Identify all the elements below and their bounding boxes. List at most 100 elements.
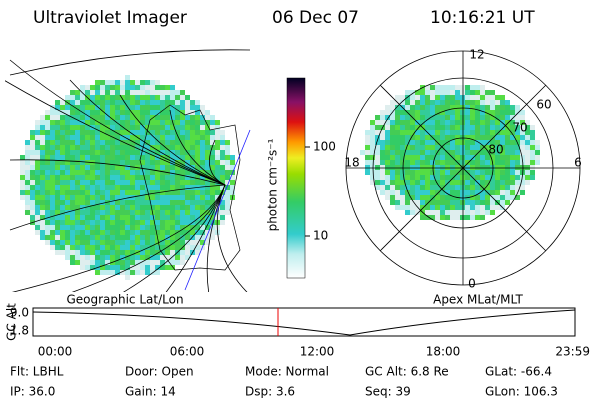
aurora-pixel — [35, 185, 40, 190]
aurora-pixel — [200, 130, 205, 135]
aurora-pixel — [435, 185, 440, 190]
aurora-pixel — [100, 205, 105, 210]
aurora-pixel — [395, 115, 400, 120]
aurora-pixel — [90, 120, 95, 125]
aurora-pixel — [130, 265, 135, 270]
aurora-pixel — [145, 125, 150, 130]
aurora-pixel — [480, 130, 485, 135]
aurora-pixel — [70, 100, 75, 105]
aurora-pixel — [160, 115, 165, 120]
aurora-pixel — [150, 165, 155, 170]
aurora-pixel — [370, 165, 375, 170]
aurora-pixel — [410, 195, 415, 200]
aurora-pixel — [515, 160, 520, 165]
aurora-pixel — [220, 165, 225, 170]
aurora-pixel — [465, 105, 470, 110]
aurora-pixel — [150, 130, 155, 135]
aurora-pixel — [500, 140, 505, 145]
aurora-pixel — [170, 85, 175, 90]
aurora-pixel — [510, 140, 515, 145]
aurora-pixel — [140, 90, 145, 95]
aurora-pixel — [380, 180, 385, 185]
aurora-pixel — [480, 160, 485, 165]
aurora-pixel — [65, 185, 70, 190]
aurora-pixel — [195, 145, 200, 150]
aurora-pixel — [45, 225, 50, 230]
aurora-pixel — [110, 155, 115, 160]
aurora-pixel — [55, 130, 60, 135]
aurora-pixel — [35, 120, 40, 125]
aurora-pixel — [75, 95, 80, 100]
aurora-pixel — [90, 95, 95, 100]
aurora-pixel — [400, 190, 405, 195]
aurora-pixel — [210, 155, 215, 160]
aurora-pixel — [135, 270, 140, 275]
aurora-pixel — [60, 115, 65, 120]
aurora-pixel — [425, 120, 430, 125]
aurora-pixel — [220, 200, 225, 205]
aurora-pixel — [215, 140, 220, 145]
aurora-pixel — [85, 170, 90, 175]
aurora-pixel — [160, 150, 165, 155]
aurora-pixel — [175, 105, 180, 110]
aurora-pixel — [175, 145, 180, 150]
aurora-pixel — [185, 95, 190, 100]
aurora-pixel — [190, 130, 195, 135]
aurora-pixel — [165, 220, 170, 225]
aurora-pixel — [385, 190, 390, 195]
aurora-pixel — [480, 215, 485, 220]
aurora-pixel — [435, 130, 440, 135]
aurora-pixel — [65, 170, 70, 175]
aurora-pixel — [100, 225, 105, 230]
aurora-pixel — [405, 180, 410, 185]
aurora-pixel — [50, 225, 55, 230]
aurora-pixel — [140, 140, 145, 145]
aurora-pixel — [485, 175, 490, 180]
colorbar-tick-label: 10 — [313, 229, 328, 243]
aurora-pixel — [490, 125, 495, 130]
aurora-pixel — [150, 205, 155, 210]
aurora-pixel — [25, 175, 30, 180]
aurora-pixel — [205, 225, 210, 230]
aurora-pixel — [425, 125, 430, 130]
aurora-pixel — [435, 175, 440, 180]
aurora-pixel — [55, 195, 60, 200]
aurora-pixel — [50, 125, 55, 130]
aurora-pixel — [380, 155, 385, 160]
aurora-pixel — [80, 180, 85, 185]
aurora-pixel — [445, 210, 450, 215]
aurora-pixel — [220, 185, 225, 190]
aurora-pixel — [210, 200, 215, 205]
aurora-pixel — [380, 165, 385, 170]
aurora-pixel — [160, 240, 165, 245]
aurora-pixel — [455, 190, 460, 195]
aurora-pixel — [170, 175, 175, 180]
aurora-pixel — [475, 120, 480, 125]
aurora-pixel — [425, 180, 430, 185]
aurora-pixel — [215, 170, 220, 175]
aurora-pixel — [515, 130, 520, 135]
aurora-pixel — [435, 160, 440, 165]
aurora-pixel — [230, 175, 235, 180]
aurora-pixel — [45, 200, 50, 205]
aurora-pixel — [465, 155, 470, 160]
aurora-pixel — [25, 170, 30, 175]
aurora-pixel — [65, 240, 70, 245]
aurora-pixel — [145, 195, 150, 200]
aurora-pixel — [410, 150, 415, 155]
aurora-pixel — [145, 230, 150, 235]
aurora-pixel — [510, 190, 515, 195]
aurora-pixel — [85, 105, 90, 110]
aurora-pixel — [435, 195, 440, 200]
aurora-pixel — [35, 145, 40, 150]
aurora-pixel — [40, 170, 45, 175]
aurora-pixel — [155, 230, 160, 235]
aurora-pixel — [215, 195, 220, 200]
aurora-pixel — [410, 180, 415, 185]
aurora-pixel — [120, 160, 125, 165]
aurora-pixel — [215, 150, 220, 155]
aurora-pixel — [415, 190, 420, 195]
aurora-pixel — [35, 195, 40, 200]
aurora-pixel — [200, 175, 205, 180]
aurora-pixel — [440, 185, 445, 190]
